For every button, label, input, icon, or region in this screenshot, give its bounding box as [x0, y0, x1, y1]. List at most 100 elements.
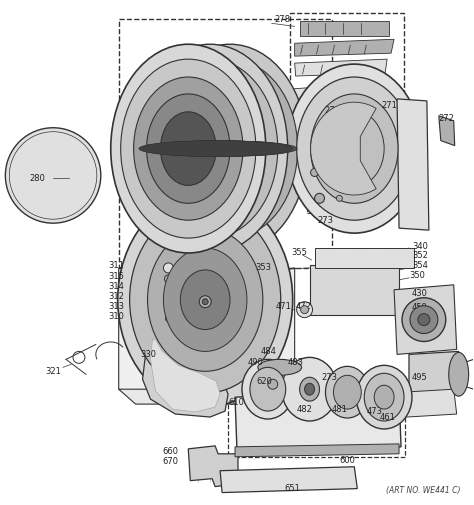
Polygon shape — [394, 285, 457, 355]
Ellipse shape — [180, 270, 230, 330]
Text: 272: 272 — [439, 114, 455, 123]
Circle shape — [165, 316, 172, 322]
Ellipse shape — [364, 373, 404, 421]
Circle shape — [5, 128, 101, 223]
Polygon shape — [310, 102, 376, 195]
Text: 330: 330 — [141, 350, 156, 359]
Ellipse shape — [287, 64, 422, 233]
Polygon shape — [260, 268, 295, 399]
Text: 310: 310 — [109, 312, 125, 321]
Polygon shape — [235, 444, 399, 457]
Text: 312: 312 — [109, 292, 125, 301]
Ellipse shape — [250, 367, 286, 411]
Ellipse shape — [258, 360, 301, 375]
Text: 271: 271 — [381, 102, 397, 111]
Circle shape — [164, 263, 173, 273]
Circle shape — [164, 305, 173, 313]
Text: 352: 352 — [412, 251, 428, 261]
Text: 461: 461 — [379, 413, 395, 422]
Polygon shape — [369, 389, 457, 419]
Ellipse shape — [129, 206, 281, 393]
Ellipse shape — [410, 306, 438, 333]
Text: 473: 473 — [366, 407, 382, 416]
Ellipse shape — [144, 141, 297, 157]
Text: 495: 495 — [412, 373, 428, 382]
Circle shape — [297, 301, 312, 318]
Bar — [228, 389, 405, 457]
Circle shape — [164, 275, 173, 283]
Bar — [310, 265, 399, 315]
Text: 481: 481 — [331, 405, 347, 414]
Text: 270: 270 — [325, 107, 340, 115]
Polygon shape — [188, 446, 238, 487]
Ellipse shape — [356, 365, 412, 429]
Ellipse shape — [402, 298, 446, 341]
Polygon shape — [397, 99, 429, 230]
Polygon shape — [118, 268, 155, 399]
Ellipse shape — [374, 385, 394, 409]
Circle shape — [301, 306, 309, 314]
Ellipse shape — [146, 94, 230, 204]
Ellipse shape — [118, 192, 292, 407]
Bar — [315, 248, 414, 268]
Ellipse shape — [164, 248, 247, 351]
Ellipse shape — [297, 77, 412, 220]
Ellipse shape — [449, 352, 469, 396]
Text: 484: 484 — [261, 347, 277, 356]
Text: 660: 660 — [163, 447, 178, 457]
Polygon shape — [118, 389, 295, 404]
Text: 670: 670 — [163, 457, 178, 466]
Text: 280: 280 — [29, 174, 45, 183]
Text: 471: 471 — [276, 302, 292, 311]
Text: (ART NO. WE441 C): (ART NO. WE441 C) — [386, 486, 461, 495]
Text: 651: 651 — [285, 484, 301, 493]
Ellipse shape — [326, 366, 369, 418]
Circle shape — [199, 296, 211, 308]
Text: 610: 610 — [228, 397, 244, 407]
Ellipse shape — [147, 228, 263, 371]
Text: 354: 354 — [412, 262, 428, 270]
Polygon shape — [439, 116, 455, 145]
Ellipse shape — [163, 59, 298, 238]
Text: 353: 353 — [255, 264, 271, 272]
Bar — [354, 248, 362, 256]
Bar — [163, 284, 174, 294]
Text: 450: 450 — [412, 303, 428, 312]
Text: 472: 472 — [296, 302, 311, 311]
Polygon shape — [143, 334, 228, 417]
Ellipse shape — [300, 377, 319, 401]
Ellipse shape — [153, 44, 308, 253]
Ellipse shape — [133, 44, 288, 253]
Polygon shape — [292, 84, 359, 105]
Polygon shape — [409, 351, 459, 397]
Text: 482: 482 — [297, 405, 312, 414]
Ellipse shape — [418, 314, 430, 326]
Ellipse shape — [134, 77, 243, 220]
Ellipse shape — [305, 383, 315, 395]
Circle shape — [202, 299, 208, 305]
Text: 276: 276 — [190, 57, 206, 66]
Bar — [290, 14, 404, 128]
Circle shape — [315, 193, 325, 204]
Bar — [384, 248, 392, 256]
Text: 350: 350 — [409, 271, 425, 280]
Text: 314: 314 — [109, 282, 125, 291]
Polygon shape — [295, 59, 387, 76]
Polygon shape — [300, 21, 389, 36]
Ellipse shape — [282, 358, 337, 421]
Ellipse shape — [333, 375, 361, 409]
Bar — [325, 248, 332, 256]
Text: 430: 430 — [412, 289, 428, 298]
Ellipse shape — [242, 360, 294, 419]
Text: 490: 490 — [248, 358, 264, 367]
Ellipse shape — [121, 59, 256, 238]
Ellipse shape — [141, 141, 296, 157]
Text: 277: 277 — [165, 109, 182, 117]
Text: 600: 600 — [339, 457, 356, 465]
Bar — [118, 19, 332, 268]
Text: 340: 340 — [412, 241, 428, 250]
Ellipse shape — [143, 59, 278, 238]
Polygon shape — [220, 467, 357, 492]
Text: 483: 483 — [288, 358, 304, 367]
Text: 311: 311 — [109, 262, 125, 270]
